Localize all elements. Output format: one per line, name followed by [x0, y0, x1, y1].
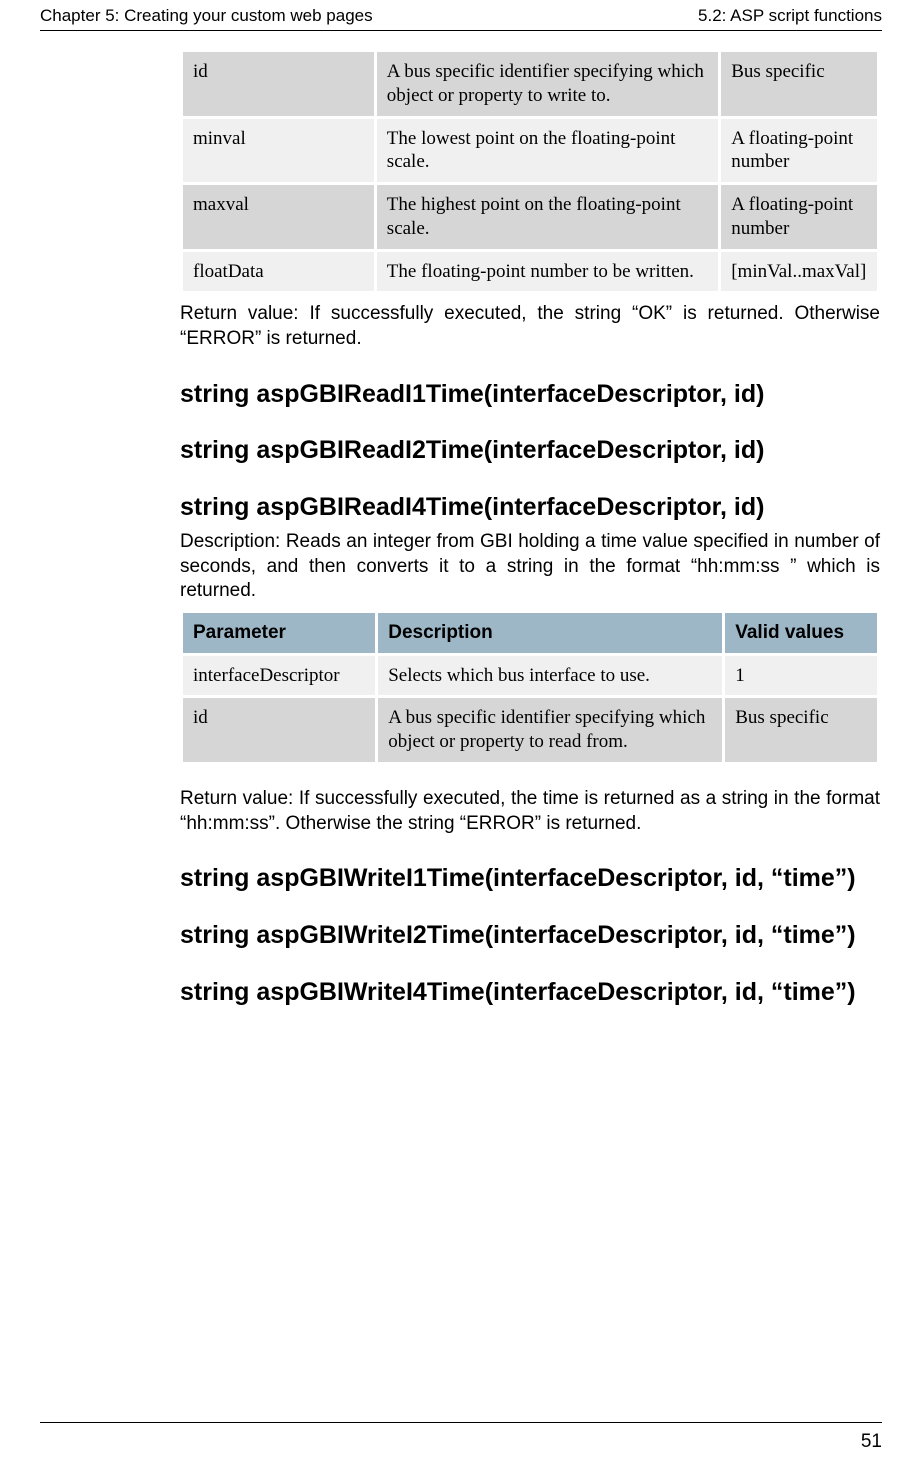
- table-cell-desc: A bus specific identifier specifying whi…: [377, 52, 718, 116]
- table2-body: interfaceDescriptorSelects which bus int…: [183, 656, 877, 762]
- function-heading: string aspGBIReadI2Time(interfaceDescrip…: [180, 436, 880, 465]
- table-cell-param: interfaceDescriptor: [183, 656, 375, 696]
- content-area: idA bus specific identifier specifying w…: [180, 49, 880, 1007]
- read-headings: string aspGBIReadI1Time(interfaceDescrip…: [180, 380, 880, 522]
- table-cell-desc: A bus specific identifier specifying whi…: [378, 698, 722, 762]
- table-cell-param: id: [183, 698, 375, 762]
- table2-header-row: Parameter Description Valid values: [183, 613, 877, 653]
- table-cell-desc: The floating-point number to be written.: [377, 252, 718, 292]
- page: Chapter 5: Creating your custom web page…: [0, 0, 922, 1471]
- table-cell-param: maxval: [183, 185, 374, 249]
- col-header-parameter: Parameter: [183, 613, 375, 653]
- header-left: Chapter 5: Creating your custom web page…: [40, 6, 373, 26]
- return-value-1: Return value: If successfully executed, …: [180, 302, 880, 351]
- table-cell-desc: Selects which bus interface to use.: [378, 656, 722, 696]
- table-cell-param: floatData: [183, 252, 374, 292]
- table-row: maxvalThe highest point on the floating-…: [183, 185, 877, 249]
- footer-rule: [40, 1422, 882, 1423]
- parameter-table-1: idA bus specific identifier specifying w…: [180, 49, 880, 294]
- function-heading: string aspGBIReadI4Time(interfaceDescrip…: [180, 493, 880, 522]
- table-cell-desc: The lowest point on the floating-point s…: [377, 119, 718, 183]
- header-right: 5.2: ASP script functions: [698, 6, 882, 26]
- write-headings: string aspGBIWriteI1Time(interfaceDescri…: [180, 864, 880, 1006]
- table-cell-valid: A floating-point number: [721, 185, 877, 249]
- page-number: 51: [861, 1431, 882, 1453]
- table-row: idA bus specific identifier specifying w…: [183, 52, 877, 116]
- table-cell-valid: 1: [725, 656, 877, 696]
- col-header-description: Description: [378, 613, 722, 653]
- header-rule: [40, 30, 882, 31]
- return-value-2: Return value: If successfully executed, …: [180, 787, 880, 836]
- function-heading: string aspGBIWriteI1Time(interfaceDescri…: [180, 864, 880, 893]
- table-cell-param: id: [183, 52, 374, 116]
- table-row: floatDataThe floating-point number to be…: [183, 252, 877, 292]
- table-cell-desc: The highest point on the floating-point …: [377, 185, 718, 249]
- function-heading: string aspGBIWriteI4Time(interfaceDescri…: [180, 978, 880, 1007]
- table1-body: idA bus specific identifier specifying w…: [183, 52, 877, 291]
- table-row: minvalThe lowest point on the floating-p…: [183, 119, 877, 183]
- table-row: interfaceDescriptorSelects which bus int…: [183, 656, 877, 696]
- parameter-table-2: Parameter Description Valid values inter…: [180, 610, 880, 765]
- table-row: idA bus specific identifier specifying w…: [183, 698, 877, 762]
- table-cell-valid: A floating-point number: [721, 119, 877, 183]
- table-cell-valid: Bus specific: [721, 52, 877, 116]
- col-header-valid: Valid values: [725, 613, 877, 653]
- table-cell-valid: [minVal..maxVal]: [721, 252, 877, 292]
- table-cell-param: minval: [183, 119, 374, 183]
- page-header: Chapter 5: Creating your custom web page…: [40, 0, 882, 30]
- function-heading: string aspGBIWriteI2Time(interfaceDescri…: [180, 921, 880, 950]
- description-read: Description: Reads an integer from GBI h…: [180, 530, 880, 604]
- table-cell-valid: Bus specific: [725, 698, 877, 762]
- function-heading: string aspGBIReadI1Time(interfaceDescrip…: [180, 380, 880, 409]
